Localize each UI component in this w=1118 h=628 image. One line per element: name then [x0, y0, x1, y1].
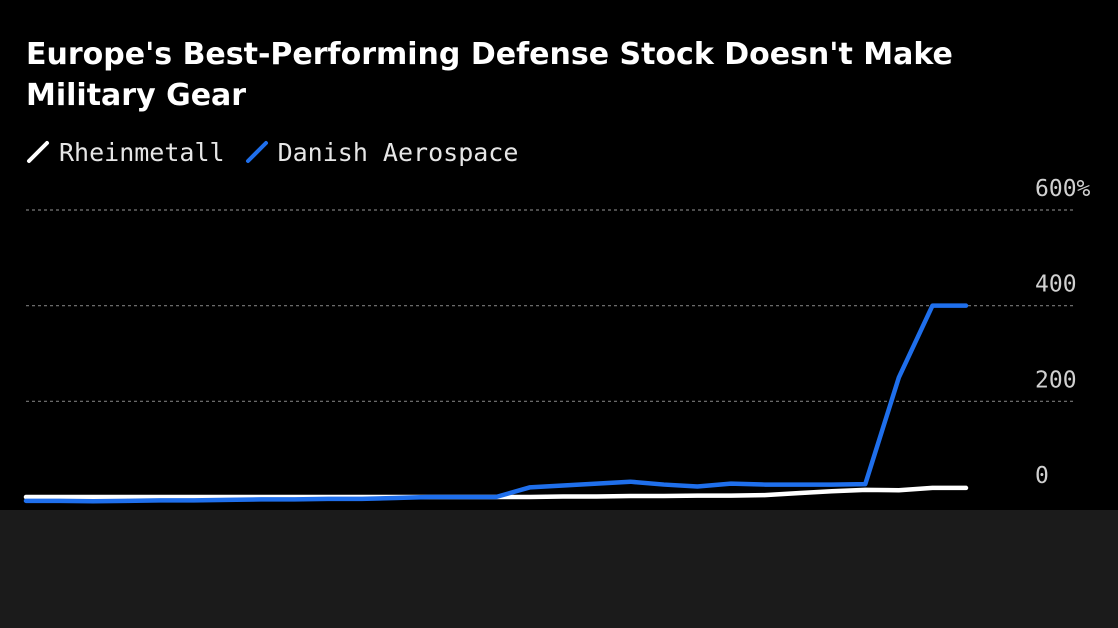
line-chart: 0 200 400 600%	[23, 176, 1091, 504]
legend-swatch-danish-aerospace-icon	[245, 141, 268, 163]
legend-label-rheinmetall: Rheinmetall	[59, 137, 225, 167]
y-tick-label-400: 400	[1035, 272, 1077, 298]
y-tick-label-0: 0	[1035, 463, 1049, 489]
chart-area: 0 200 400 600%	[0, 170, 1118, 510]
y-tick-label-600: 600%	[1035, 176, 1091, 202]
legend-swatch-rheinmetall-icon	[27, 141, 49, 163]
series-line-danish-aerospace	[23, 303, 969, 504]
legend-item-danish-aerospace: Danish Aerospace	[245, 137, 519, 167]
legend-item-rheinmetall: Rheinmetall	[26, 138, 225, 167]
legend: Rheinmetall Danish Aerospace	[26, 134, 538, 170]
legend-label-danish-aerospace: Danish Aerospace	[277, 137, 519, 167]
bottom-panel	[0, 510, 1118, 628]
chart-title: Europe's Best-Performing Defense Stock D…	[26, 37, 953, 113]
y-tick-label-200: 200	[1035, 367, 1077, 393]
